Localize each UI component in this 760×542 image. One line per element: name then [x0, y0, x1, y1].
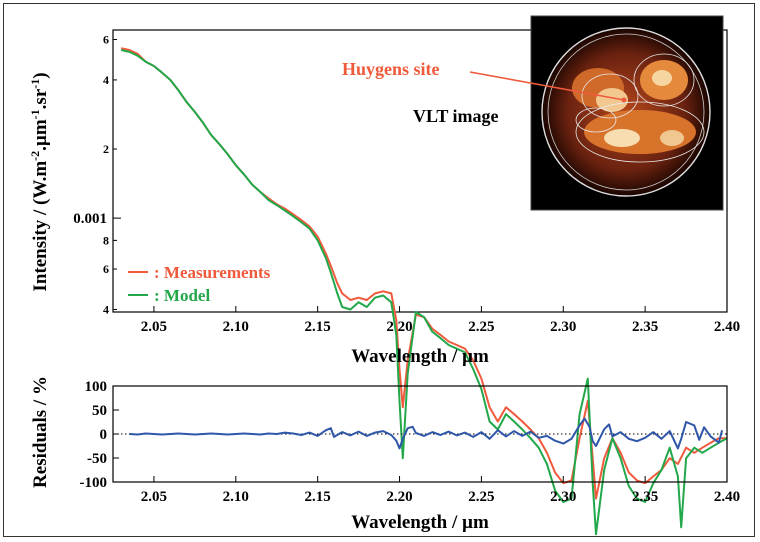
legend: : Measurements : Model: [128, 263, 271, 305]
y-minor-tick-label: 4: [103, 73, 109, 87]
x-tick-label: 2.40: [714, 489, 740, 505]
residuals-panel: 2.05 2.10 2.15 2.20 2.25 2.30 2.35 2.40 100 50 0 -…: [30, 376, 740, 533]
huygens-site-label: Huygens site: [342, 59, 440, 79]
x-tick-label: 2.25: [468, 319, 494, 335]
y-minor-tick-label: 2: [103, 142, 109, 156]
y-tick-label: 0: [100, 427, 108, 443]
y-tick-label: 100: [85, 379, 108, 395]
x-tick-label: 2.05: [141, 319, 167, 335]
residuals-y-axis-title: Residuals / %: [30, 376, 51, 488]
x-tick-label: 2.35: [632, 319, 658, 335]
vlt-image-label: VLT image: [413, 106, 499, 126]
y-minor-tick-label: 8: [103, 233, 109, 247]
x-tick-label: 2.30: [550, 489, 576, 505]
spectrum-x-ticks: 2.05 2.10 2.15 2.20 2.25 2.30 2.35 2.40: [141, 306, 740, 335]
residuals-x-axis-title: Wavelength / µm: [351, 512, 489, 533]
spectrum-y-axis-title: Intensity / (W.m-2.µm-1.sr-1): [28, 72, 51, 291]
y-minor-tick-label: 6: [103, 262, 109, 276]
spectrum-x-axis-title: Wavelength / µm: [351, 346, 489, 367]
vlt-image-inset: [470, 16, 723, 210]
x-tick-label: 2.15: [305, 489, 331, 505]
y-tick-label: 50: [92, 403, 107, 419]
x-tick-label: 2.10: [223, 489, 249, 505]
legend-label-model: : Model: [154, 286, 210, 305]
x-tick-label: 2.35: [632, 489, 658, 505]
x-tick-label: 2.15: [305, 319, 331, 335]
bright-core: [604, 129, 640, 147]
x-tick-label: 2.20: [386, 489, 412, 505]
residuals-x-ticks: 2.05 2.10 2.15 2.20 2.25 2.30 2.35 2.40: [141, 476, 740, 505]
bright-core: [652, 70, 672, 86]
y-tick-label: 0.001: [73, 211, 107, 227]
y-minor-tick-label: 6: [103, 33, 109, 47]
x-tick-label: 2.25: [468, 489, 494, 505]
x-tick-label: 2.10: [223, 319, 249, 335]
x-tick-label: 2.05: [141, 489, 167, 505]
legend-label-measurements: : Measurements: [154, 263, 271, 282]
bright-core: [660, 130, 684, 146]
spectrum-panel: 2.052.102.152.202.252.302.352.40 0.010.0…: [28, 0, 740, 534]
x-tick-label: 2.30: [550, 319, 576, 335]
x-tick-label: 2.40: [714, 319, 740, 335]
y-tick-label: -50: [87, 451, 107, 467]
y-tick-label: -100: [80, 475, 108, 491]
huygens-pointer-dot: [622, 98, 627, 103]
x-tick-label: 2.20: [386, 319, 412, 335]
y-minor-tick-label: 4: [103, 302, 109, 316]
